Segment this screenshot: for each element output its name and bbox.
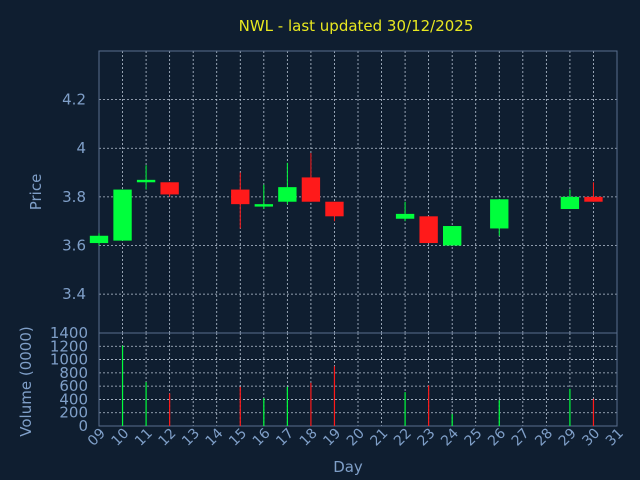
- volume-panel-frame: [98, 332, 618, 427]
- x-tick-label: 14: [203, 425, 227, 449]
- x-tick-label: 12: [156, 426, 180, 450]
- x-tick-label: 13: [179, 426, 203, 450]
- candle-body: [89, 235, 109, 244]
- candle-body: [136, 179, 156, 183]
- volume-tick-label: 800: [59, 364, 88, 382]
- day-axis-label: Day: [333, 458, 363, 476]
- x-tick-label: 22: [391, 426, 415, 450]
- volume-tick-label: 1400: [50, 324, 88, 342]
- volume-tick-label: 600: [59, 377, 88, 395]
- x-tick-label: 17: [273, 426, 297, 450]
- candle-body: [490, 199, 509, 229]
- x-tick-label: 09: [85, 426, 109, 450]
- x-tick-label: 15: [226, 426, 250, 450]
- x-tick-label: 25: [462, 426, 486, 450]
- x-tick-label: 11: [132, 426, 156, 450]
- candle-body: [301, 177, 321, 202]
- price-tick-label: 4: [76, 139, 86, 157]
- candle-body: [113, 189, 132, 241]
- volume-axis-label: Volume (0000): [17, 326, 35, 436]
- x-tick-label: 29: [556, 426, 580, 450]
- x-tick-label: 30: [579, 426, 603, 450]
- price-tick-label: 3.6: [62, 236, 86, 254]
- x-tick-label: 16: [250, 425, 274, 449]
- price-tick-label: 4.2: [62, 91, 86, 109]
- x-tick-label: 18: [297, 426, 321, 450]
- volume-tick-label: 200: [59, 404, 88, 422]
- x-tick-label: 23: [415, 426, 439, 450]
- x-tick-label: 24: [438, 425, 462, 449]
- x-tick-label: 27: [509, 426, 533, 450]
- candle-body: [160, 182, 179, 195]
- x-tick-label: 21: [367, 426, 391, 450]
- x-tick-label: 19: [320, 426, 344, 450]
- candle-body: [395, 213, 415, 219]
- volume-tick-label: 400: [59, 390, 88, 408]
- candle-body: [231, 189, 250, 205]
- candle-body: [419, 216, 438, 244]
- price-tick-label: 3.8: [62, 188, 86, 206]
- x-tick-label: 28: [532, 426, 556, 450]
- x-tick-label: 26: [485, 425, 509, 449]
- x-tick-label: 20: [344, 426, 368, 450]
- volume-tick-label: 1000: [50, 351, 88, 369]
- price-axis-label: Price: [27, 174, 45, 211]
- x-tick-label: 10: [108, 426, 132, 450]
- candle-body: [442, 226, 462, 246]
- candle-body: [278, 187, 297, 202]
- candle-body: [254, 204, 274, 207]
- candle-body: [325, 201, 344, 217]
- candle-body: [560, 196, 580, 210]
- price-tick-label: 3.4: [62, 285, 86, 303]
- volume-tick-label: 0: [78, 417, 88, 435]
- volume-tick-label: 1200: [50, 337, 88, 355]
- candle-body: [584, 196, 603, 202]
- x-tick-label: 31: [603, 426, 627, 450]
- chart-title: NWL - last updated 30/12/2025: [239, 17, 474, 35]
